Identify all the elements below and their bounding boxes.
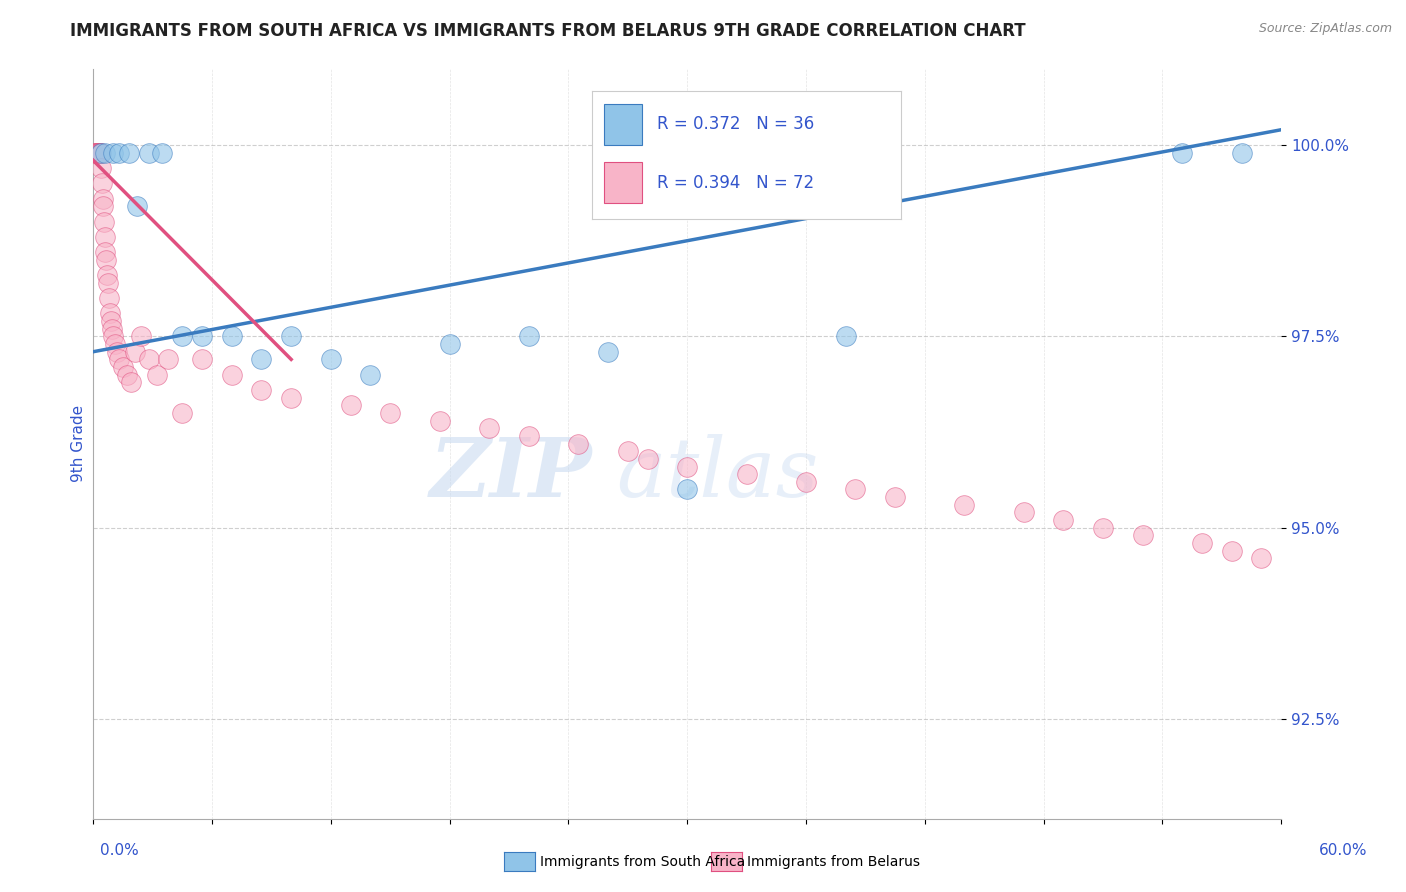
Point bbox=[794, 475, 817, 489]
Point bbox=[93, 199, 115, 213]
Point bbox=[98, 306, 121, 320]
Point bbox=[172, 329, 194, 343]
Point bbox=[676, 459, 699, 474]
Point bbox=[125, 199, 148, 213]
Point bbox=[676, 483, 699, 497]
Point bbox=[138, 145, 160, 160]
Point bbox=[118, 145, 141, 160]
Point bbox=[94, 252, 117, 267]
Point bbox=[517, 429, 540, 443]
Point bbox=[115, 368, 138, 382]
Point bbox=[104, 337, 127, 351]
Point bbox=[616, 444, 638, 458]
Point bbox=[93, 214, 115, 228]
Point bbox=[637, 451, 659, 466]
Point bbox=[87, 145, 110, 160]
Point bbox=[567, 436, 589, 450]
Point bbox=[378, 406, 401, 420]
Point bbox=[152, 145, 174, 160]
Point bbox=[105, 344, 128, 359]
Point bbox=[120, 376, 142, 390]
Text: IMMIGRANTS FROM SOUTH AFRICA VS IMMIGRANTS FROM BELARUS 9TH GRADE CORRELATION CH: IMMIGRANTS FROM SOUTH AFRICA VS IMMIGRAN… bbox=[70, 22, 1026, 40]
Point bbox=[1012, 506, 1035, 520]
Point bbox=[250, 383, 273, 397]
Point bbox=[1250, 551, 1272, 566]
Point bbox=[319, 352, 342, 367]
Point bbox=[517, 329, 540, 343]
Point bbox=[86, 145, 108, 160]
Text: Source: ZipAtlas.com: Source: ZipAtlas.com bbox=[1258, 22, 1392, 36]
Point bbox=[1230, 145, 1253, 160]
Point bbox=[191, 329, 214, 343]
Point bbox=[1052, 513, 1074, 527]
Point bbox=[221, 368, 243, 382]
Point bbox=[93, 230, 115, 244]
Point bbox=[108, 145, 131, 160]
Point bbox=[429, 414, 451, 428]
Point bbox=[98, 291, 121, 305]
Point bbox=[90, 145, 112, 160]
Point bbox=[90, 161, 112, 175]
Point bbox=[91, 192, 114, 206]
Point bbox=[84, 145, 107, 160]
Point bbox=[1191, 536, 1213, 550]
Point bbox=[280, 329, 302, 343]
Point bbox=[96, 268, 118, 282]
Point bbox=[1220, 543, 1243, 558]
Point bbox=[157, 352, 180, 367]
Point bbox=[87, 145, 110, 160]
Point bbox=[834, 329, 856, 343]
Point bbox=[89, 145, 111, 160]
Text: atlas: atlas bbox=[616, 434, 818, 514]
Point bbox=[101, 145, 124, 160]
Point bbox=[84, 145, 107, 160]
Point bbox=[89, 145, 111, 160]
Point bbox=[280, 391, 302, 405]
Y-axis label: 9th Grade: 9th Grade bbox=[72, 405, 86, 483]
Point bbox=[145, 368, 167, 382]
Point bbox=[94, 245, 117, 260]
Point bbox=[221, 329, 243, 343]
Point bbox=[339, 398, 361, 412]
Point bbox=[1171, 145, 1194, 160]
Point bbox=[953, 498, 976, 512]
Point bbox=[91, 177, 114, 191]
Point bbox=[359, 368, 381, 382]
Point bbox=[138, 352, 160, 367]
Point bbox=[191, 352, 214, 367]
Point bbox=[111, 359, 134, 374]
Point bbox=[596, 344, 619, 359]
Point bbox=[735, 467, 758, 482]
Point bbox=[108, 352, 131, 367]
Point bbox=[844, 483, 866, 497]
Point bbox=[97, 276, 120, 290]
Point bbox=[1091, 521, 1114, 535]
Point bbox=[94, 145, 117, 160]
Text: 0.0%: 0.0% bbox=[100, 843, 139, 858]
Point bbox=[250, 352, 273, 367]
Text: Immigrants from South Africa: Immigrants from South Africa bbox=[540, 855, 745, 869]
Point bbox=[101, 322, 124, 336]
Point bbox=[83, 145, 105, 160]
Point bbox=[439, 337, 461, 351]
Point bbox=[172, 406, 194, 420]
Point bbox=[129, 329, 152, 343]
Point bbox=[1132, 528, 1154, 542]
Point bbox=[124, 344, 146, 359]
Point bbox=[100, 314, 122, 328]
Point bbox=[884, 490, 907, 504]
Point bbox=[478, 421, 501, 435]
Point bbox=[90, 145, 112, 160]
Text: Immigrants from Belarus: Immigrants from Belarus bbox=[747, 855, 920, 869]
Text: 60.0%: 60.0% bbox=[1319, 843, 1367, 858]
Point bbox=[86, 145, 108, 160]
Text: ZIP: ZIP bbox=[429, 434, 592, 514]
Point bbox=[101, 329, 124, 343]
